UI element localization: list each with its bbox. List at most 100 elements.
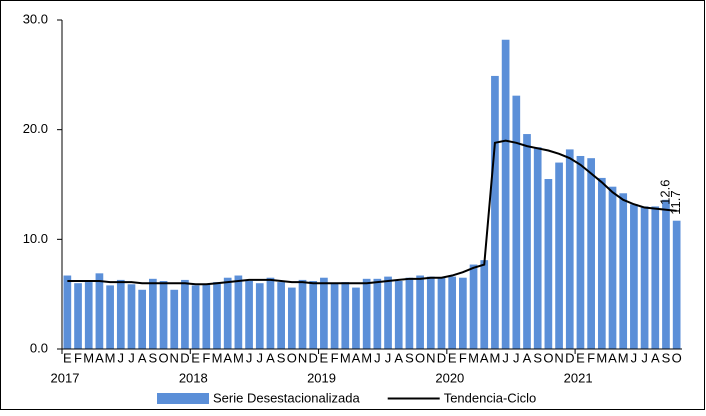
- x-tick-label: F: [587, 350, 595, 365]
- x-tick-label: F: [74, 350, 82, 365]
- x-tick-label: N: [554, 350, 563, 365]
- x-tick-label: E: [63, 350, 72, 365]
- bar: [138, 289, 147, 349]
- bar: [630, 204, 638, 349]
- y-tick-label: 10.0: [23, 231, 48, 246]
- bar: [416, 275, 424, 349]
- x-tick-label: J: [257, 350, 264, 365]
- x-tick-label: A: [608, 350, 617, 365]
- bar: [394, 281, 403, 349]
- legend-label: Serie Desestacionalizada: [213, 390, 360, 405]
- x-tick-label: O: [287, 350, 297, 365]
- x-tick-label: A: [651, 350, 660, 365]
- bar: [245, 281, 253, 349]
- y-tick-label: 30.0: [23, 11, 48, 26]
- bar: [672, 220, 681, 349]
- x-tick-label: S: [149, 350, 158, 365]
- bar: [459, 277, 467, 349]
- year-label: 2017: [51, 370, 80, 385]
- x-tick-label: M: [233, 350, 244, 365]
- bar: [352, 287, 360, 349]
- bar: [597, 177, 606, 349]
- x-tick-label: O: [415, 350, 425, 365]
- x-tick-label: N: [170, 350, 179, 365]
- bar: [662, 199, 670, 349]
- x-tick-label: E: [320, 350, 329, 365]
- bar: [362, 278, 371, 349]
- bar: [84, 282, 93, 349]
- x-tick-label: A: [266, 350, 275, 365]
- x-tick-label: J: [502, 350, 509, 365]
- bar: [426, 276, 435, 349]
- x-tick-label: A: [95, 350, 104, 365]
- bar: [309, 281, 318, 349]
- x-tick-label: N: [426, 350, 435, 365]
- bar: [373, 278, 382, 349]
- x-tick-label: D: [565, 350, 574, 365]
- bar: [448, 276, 457, 349]
- bar: [565, 149, 574, 349]
- bar: [544, 179, 553, 349]
- x-tick-label: F: [202, 350, 210, 365]
- bar: [480, 260, 489, 349]
- bar: [277, 282, 285, 349]
- year-label: 2019: [307, 370, 336, 385]
- bar: [501, 39, 510, 350]
- bar: [469, 264, 478, 349]
- x-tick-label: M: [596, 350, 607, 365]
- x-tick-label: D: [437, 350, 446, 365]
- bar: [587, 158, 595, 349]
- bar: [191, 285, 200, 349]
- x-tick-label: J: [385, 350, 392, 365]
- bar: [170, 289, 179, 349]
- bar: [619, 193, 628, 349]
- x-tick-label: S: [533, 350, 542, 365]
- bar: [491, 75, 499, 350]
- year-label: 2018: [179, 370, 208, 385]
- x-tick-label: M: [340, 350, 351, 365]
- x-tick-label: M: [490, 350, 501, 365]
- x-tick-label: E: [191, 350, 200, 365]
- bar: [405, 277, 414, 349]
- x-tick-label: E: [448, 350, 457, 365]
- bar: [266, 277, 275, 349]
- year-label: 2020: [435, 370, 464, 385]
- bar: [341, 282, 350, 349]
- bar: [576, 155, 585, 349]
- bar: [74, 283, 82, 349]
- x-tick-label: D: [180, 350, 189, 365]
- bar: [287, 287, 296, 349]
- bar: [149, 278, 157, 349]
- x-tick-label: J: [641, 350, 648, 365]
- x-tick-label: J: [631, 350, 638, 365]
- x-tick-label: A: [523, 350, 532, 365]
- y-tick-label: 20.0: [23, 121, 48, 136]
- bar: [116, 279, 125, 349]
- x-tick-label: M: [618, 350, 629, 365]
- x-tick-label: O: [158, 350, 168, 365]
- legend-label: Tendencia-Ciclo: [444, 390, 537, 405]
- x-tick-label: M: [83, 350, 94, 365]
- x-tick-label: J: [374, 350, 381, 365]
- bar: [523, 134, 531, 349]
- bar: [106, 285, 114, 349]
- bar: [255, 283, 264, 349]
- bar: [608, 186, 617, 349]
- x-tick-label: M: [468, 350, 479, 365]
- x-tick-label: M: [361, 350, 372, 365]
- bar: [320, 277, 328, 349]
- x-tick-label: N: [298, 350, 307, 365]
- x-tick-label: O: [672, 350, 682, 365]
- x-tick-label: M: [212, 350, 223, 365]
- bar: [223, 277, 232, 349]
- x-tick-label: A: [138, 350, 147, 365]
- data-label: 11.7: [668, 190, 683, 214]
- x-tick-label: O: [543, 350, 553, 365]
- x-tick-label: M: [105, 350, 116, 365]
- y-tick-label: 0.0: [30, 340, 48, 355]
- bar: [640, 206, 649, 349]
- bar: [298, 279, 307, 349]
- x-tick-label: J: [513, 350, 520, 365]
- x-tick-label: S: [662, 350, 671, 365]
- x-tick-label: A: [480, 350, 489, 365]
